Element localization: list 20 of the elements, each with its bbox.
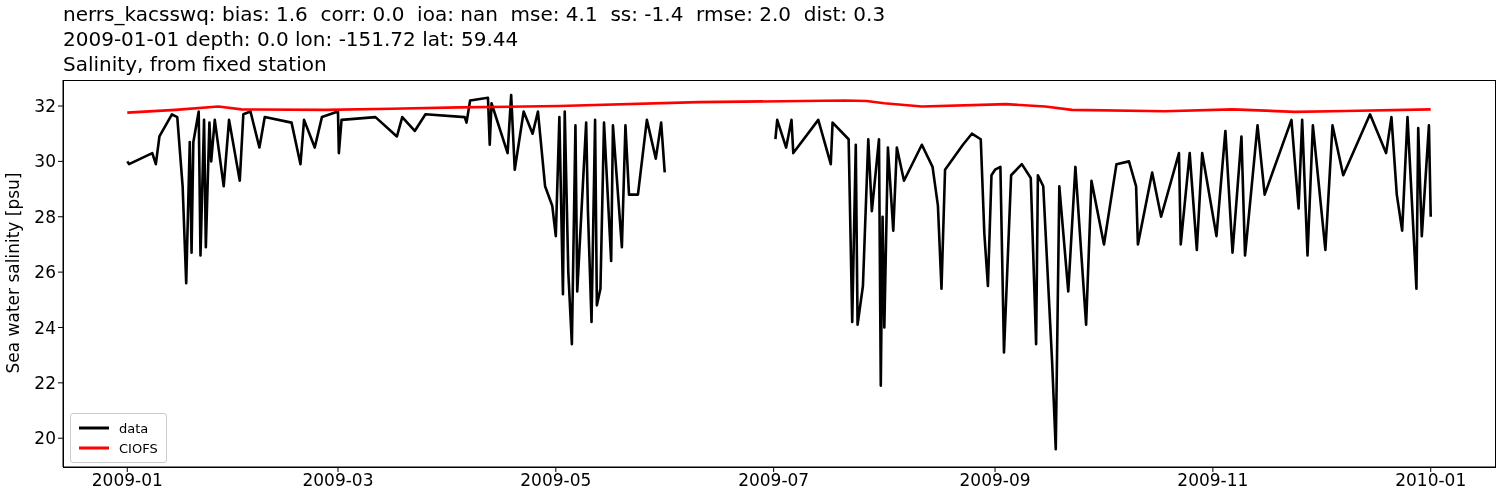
x-tick-label: 2009-05 bbox=[520, 470, 592, 491]
x-tick-label: 2009-07 bbox=[738, 470, 810, 491]
chart-title: nerrs_kacsswq: bias: 1.6 corr: 0.0 ioa: nan mse: 4.1 ss: -1.4 rmse: 2.0 dist: 0.3 bbox=[63, 2, 886, 27]
legend-label: CIOFS bbox=[119, 440, 158, 456]
chart-subtitle: 2009-01-01 depth: 0.0 lon: -151.72 lat: 59.44 Salinity, from fixed station bbox=[63, 27, 520, 77]
y-tick-label: 24 bbox=[34, 317, 56, 338]
legend-label: data bbox=[119, 420, 149, 436]
x-tick-label: 2009-09 bbox=[959, 470, 1031, 491]
y-tick-label: 32 bbox=[34, 96, 56, 117]
line-series bbox=[125, 99, 1433, 114]
x-tick-label: 2010-01 bbox=[1395, 470, 1467, 491]
y-tick-label: 26 bbox=[34, 262, 56, 283]
x-tick-label: 2009-03 bbox=[302, 470, 374, 491]
x-tick-label: 2009-01 bbox=[91, 470, 163, 491]
y-axis-title: Sea water salinity [psu] bbox=[3, 172, 23, 374]
y-tick-label: 22 bbox=[34, 372, 56, 393]
y-tick-label: 28 bbox=[34, 206, 56, 227]
y-tick-label: 30 bbox=[34, 151, 56, 172]
y-tick-label: 20 bbox=[34, 428, 56, 449]
x-tick-label: 2009-11 bbox=[1177, 470, 1249, 491]
